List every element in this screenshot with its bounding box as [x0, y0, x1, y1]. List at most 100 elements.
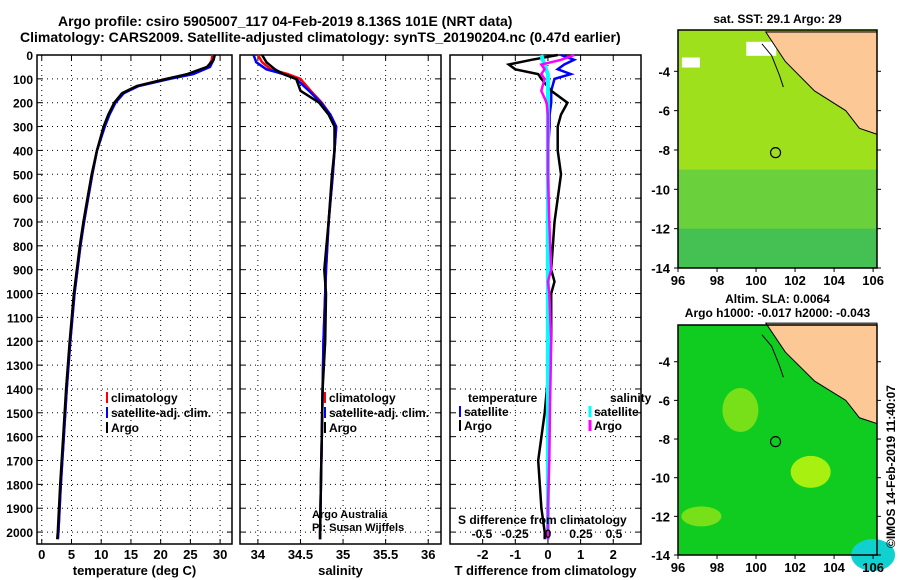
lon-tick-label: 98 [710, 273, 724, 288]
legend-label-0: climatology [111, 391, 178, 405]
depth-tick-label: 1500 [6, 407, 33, 421]
plot-frame [449, 54, 642, 545]
depth-tick-label: 500 [13, 168, 33, 182]
x-tick-label: 0 [544, 547, 551, 562]
lat-tick-label: -10 [651, 471, 670, 486]
depth-tick-label: 400 [13, 144, 33, 158]
panel-temperature: 0100200300400500600700800900100011001200… [6, 49, 233, 578]
x-tick-label: 15 [124, 547, 138, 562]
lat-tick-label: -12 [651, 222, 670, 237]
depth-tick-label: 1400 [6, 383, 33, 397]
x-tick-label: 5 [68, 547, 75, 562]
argo-position-marker [769, 147, 782, 159]
lat-tick-label: -8 [658, 143, 670, 158]
x-tick-label: 0 [38, 547, 45, 562]
cloud-mask [746, 41, 777, 56]
legend-label-1: satellite-adj. clim. [111, 406, 211, 420]
secondary-x-tick-label: -0.5 [472, 527, 493, 541]
depth-tick-label: 1700 [6, 455, 33, 469]
lat-tick-label: -10 [651, 182, 670, 197]
map-title: sat. SST: 29.1 Argo: 29 [713, 12, 842, 26]
figure-subtitle: Climatology: CARS2009. Satellite-adjuste… [20, 29, 621, 45]
map-sla-map: 96 98 100 102 104 106 -4 -6 -8 -10 -12 -14 Altim. SL… [651, 292, 896, 575]
depth-tick-label: 1300 [6, 359, 33, 373]
series-line-argo [55, 54, 217, 540]
figure-title: Argo profile: csiro 5905007_117 04-Feb-2… [58, 13, 513, 29]
x-tick-label: 35 [336, 547, 350, 562]
depth-tick-label: 600 [13, 192, 33, 206]
sla-high-region [722, 388, 759, 433]
lat-tick-label: -8 [658, 432, 670, 447]
sla-high-region [681, 506, 722, 527]
depth-tick-label: 900 [13, 264, 33, 278]
annotation-text: Argo Australia [312, 509, 388, 521]
map-subtitle: Argo h1000: -0.017 h2000: -0.043 [685, 306, 871, 320]
x-tick-label: -2 [477, 547, 489, 562]
secondary-x-axis-label: S difference from climatology [458, 513, 627, 527]
legend-label-0: climatology [329, 391, 396, 405]
depth-tick-label: 700 [13, 216, 33, 230]
map-title: Altim. SLA: 0.0064 [725, 292, 830, 306]
lon-tick-label: 96 [671, 560, 685, 575]
secondary-x-tick-label: -0.25 [501, 527, 529, 541]
x-tick-label: -1 [510, 547, 522, 562]
x-tick-label: 25 [183, 547, 197, 562]
secondary-x-tick-label: 0.5 [606, 527, 623, 541]
x-axis-label: T difference from climatology [454, 563, 637, 578]
depth-tick-label: 200 [13, 97, 33, 111]
lat-tick-label: -12 [651, 509, 670, 524]
x-tick-label: 34.5 [288, 547, 313, 562]
secondary-x-tick-label: 0 [545, 527, 552, 541]
secondary-x-tick-label: 0.25 [569, 527, 593, 541]
x-tick-label: 1 [577, 547, 584, 562]
imos-watermark: ©IMOS 14-Feb-2019 11:40:07 [884, 385, 898, 548]
x-tick-label: 35.5 [373, 547, 398, 562]
series-line-satellite-adj-clim- [252, 54, 338, 540]
series-line-argo [261, 54, 336, 540]
depth-tick-label: 1100 [7, 311, 33, 325]
legend-label-sal-0: satellite [594, 405, 639, 419]
cloud-mask [681, 57, 700, 68]
x-tick-label: 10 [94, 547, 108, 562]
x-axis-label: temperature (deg C) [73, 563, 197, 578]
lat-tick-label: -6 [658, 393, 670, 408]
map-frame [677, 324, 878, 556]
x-tick-label: 2 [610, 547, 617, 562]
depth-tick-label: 1900 [6, 502, 33, 516]
argo-position-marker [769, 436, 782, 448]
x-tick-label: 20 [153, 547, 167, 562]
depth-tick-label: 800 [13, 240, 33, 254]
lon-tick-label: 98 [710, 560, 724, 575]
legend-label-temp-1: Argo [464, 419, 492, 433]
map-frame [677, 29, 878, 269]
lon-tick-label: 104 [823, 273, 845, 288]
island-outline [761, 334, 784, 378]
lon-tick-label: 106 [862, 273, 884, 288]
lon-tick-label: 100 [745, 560, 767, 575]
annotation-text: PI: Susan Wijffels [312, 522, 404, 534]
panel-salinity: 34 34.5 35 35.5 36 salinity climatologysatelli… [239, 54, 442, 578]
legend-label-2: Argo [111, 421, 139, 435]
series-line-temperature-argo [505, 53, 570, 540]
x-tick-label: 36 [421, 547, 435, 562]
lon-tick-label: 106 [862, 560, 884, 575]
lon-tick-label: 96 [671, 273, 685, 288]
x-tick-label: 30 [213, 547, 227, 562]
x-tick-label: 34 [251, 547, 266, 562]
lon-tick-label: 102 [784, 560, 806, 575]
legend-title-temperature: temperature [468, 391, 538, 405]
lat-tick-label: -14 [651, 261, 671, 276]
plot-frame [239, 54, 442, 545]
series-line-satellite-adj-clim- [56, 54, 216, 540]
lat-tick-label: -4 [658, 355, 670, 370]
x-axis-label: salinity [318, 563, 364, 578]
panel-difference: -2 -1 0 1 2T difference from climatology temp… [449, 53, 652, 578]
depth-tick-label: 1200 [6, 335, 33, 349]
sst-cool-region [678, 228, 877, 268]
depth-tick-label: 2000 [6, 526, 33, 540]
depth-tick-label: 100 [13, 73, 33, 87]
legend-label-temp-0: satellite [464, 405, 509, 419]
depth-tick-label: 0 [26, 49, 33, 63]
